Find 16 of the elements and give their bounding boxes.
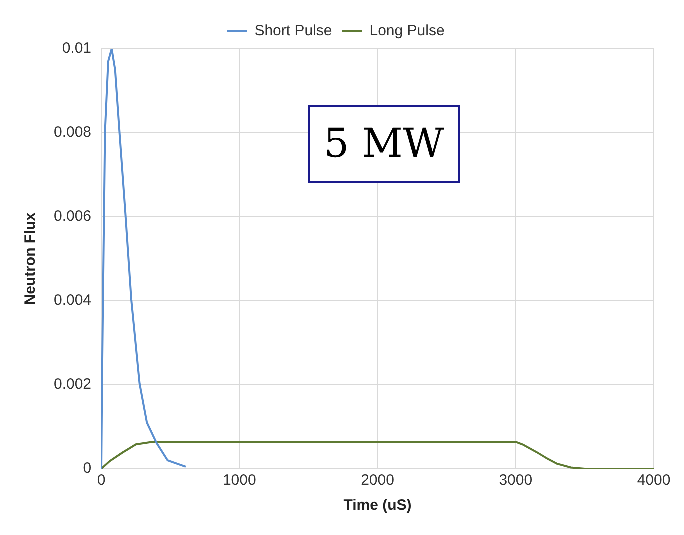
legend-label: Long Pulse	[370, 22, 445, 40]
y-tick-label: 0.006	[54, 208, 92, 226]
y-tick-label: 0.008	[54, 124, 92, 142]
x-tick-label: 1000	[222, 472, 256, 490]
y-tick-label: 0.004	[54, 292, 92, 310]
x-tick-label: 3000	[499, 472, 533, 490]
x-tick-label: 2000	[361, 472, 394, 490]
x-axis-title: Time (uS)	[344, 497, 412, 514]
x-tick-label: 4000	[637, 472, 671, 490]
annotation: 5 MW	[308, 105, 460, 183]
y-axis-title: Neutron Flux	[22, 212, 40, 306]
x-tick-label: 0	[97, 472, 106, 490]
y-tick-label: 0.01	[62, 40, 92, 58]
y-tick-label: 0	[83, 460, 92, 478]
y-tick-label: 0.002	[54, 376, 92, 394]
legend-label: Short Pulse	[254, 22, 332, 40]
